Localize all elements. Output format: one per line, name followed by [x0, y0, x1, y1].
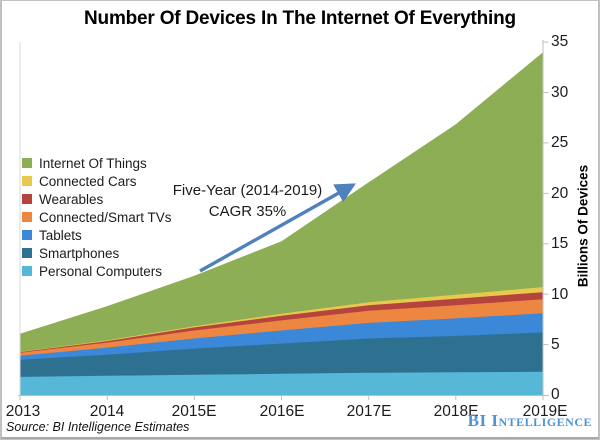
legend-label: Connected Cars: [39, 173, 137, 189]
chart-title: Number Of Devices In The Internet Of Eve…: [84, 8, 516, 29]
stacked-areas: [20, 52, 543, 395]
y-tick-label: 20: [551, 185, 569, 202]
legend-label: Smartphones: [39, 245, 120, 261]
legend-item-internet-of-things: Internet Of Things: [22, 154, 172, 172]
legend-swatch-icon: [22, 176, 32, 186]
y-tick-label: 10: [551, 286, 569, 303]
x-tick-label: 2018E: [433, 403, 479, 420]
legend-swatch-icon: [22, 158, 32, 168]
cagr-annotation-line2: CAGR 35%: [208, 202, 287, 220]
growth-arrow: [199, 183, 356, 273]
legend-swatch-icon: [22, 266, 32, 276]
x-tick-label: 2016E: [259, 403, 305, 420]
cagr-annotation: Five-Year (2014-2019) CAGR 35%: [160, 181, 335, 222]
y-tick-label: 30: [551, 84, 569, 101]
axes: [18, 40, 549, 400]
x-tick-label: 2019E: [522, 403, 568, 420]
right-axis-ticks: [543, 41, 549, 346]
legend-swatch-icon: [22, 248, 32, 258]
legend-swatch-icon: [22, 230, 32, 240]
area-personal-computers: [20, 371, 543, 395]
legend-item-personal-computers: Personal Computers: [22, 262, 172, 280]
x-tick-label: 2014: [89, 403, 125, 420]
legend-item-wearables: Wearables: [22, 190, 172, 208]
legend-swatch-icon: [22, 194, 32, 204]
y-tick-label: 35: [551, 33, 569, 50]
y-tick-label: 25: [551, 134, 569, 151]
y-tick-label: 15: [551, 235, 569, 252]
legend-label: Personal Computers: [39, 263, 163, 279]
y-axis-title: Billions Of Devices: [575, 164, 591, 288]
x-tick-label: 2013: [5, 403, 41, 420]
bottom-axis-ticks: [19, 395, 544, 400]
y-tick-label: 0: [551, 386, 560, 403]
legend: Internet Of Things Connected Cars Wearab…: [22, 154, 172, 280]
legend-label: Tablets: [39, 227, 82, 243]
bi-intelligence-logo: BI Intelligence: [467, 411, 592, 430]
legend-item-connected-smart-tvs: Connected/Smart TVs: [22, 208, 172, 226]
legend-item-connected-cars: Connected Cars: [22, 172, 172, 190]
cagr-annotation-line1: Five-Year (2014-2019): [172, 182, 323, 199]
x-tick-label: 2015E: [171, 403, 217, 420]
legend-label: Connected/Smart TVs: [39, 209, 172, 225]
legend-label: Internet Of Things: [39, 155, 147, 171]
legend-swatch-icon: [22, 212, 32, 222]
legend-item-tablets: Tablets: [22, 226, 172, 244]
y-tick-label: 5: [551, 336, 560, 353]
x-tick-label: 2017E: [346, 403, 392, 420]
legend-label: Wearables: [39, 191, 104, 207]
source-note: Source: BI Intelligence Estimates: [6, 420, 190, 434]
legend-item-smartphones: Smartphones: [22, 244, 172, 262]
